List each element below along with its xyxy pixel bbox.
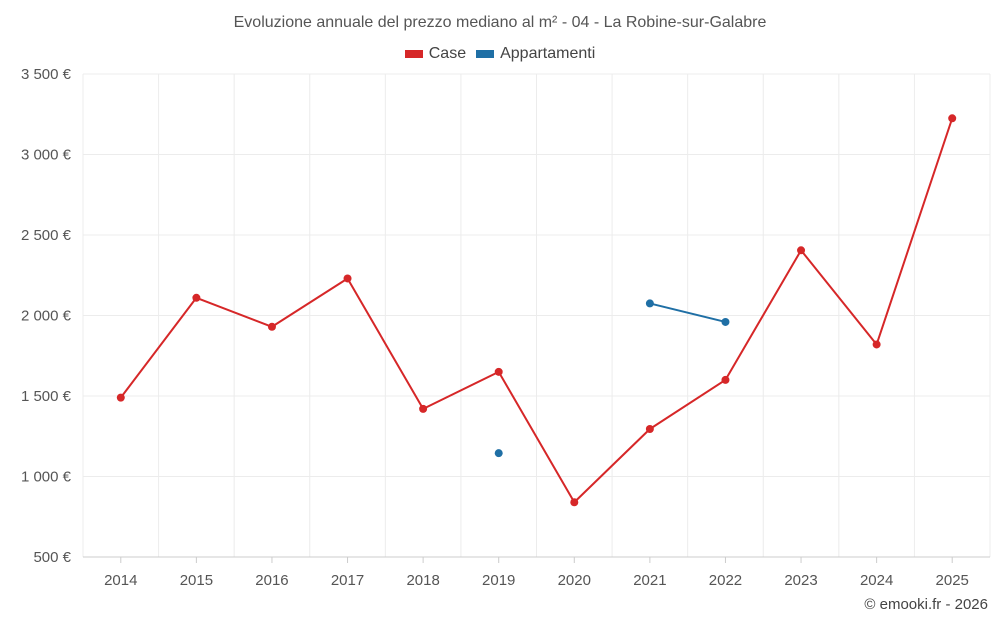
y-tick-label: 2 500 € — [21, 227, 72, 244]
data-point-case[interactable] — [192, 293, 201, 302]
data-point-case[interactable] — [570, 498, 579, 507]
chart-axes: 500 € 1 000 € 1 500 € 2 000 € 2 500 € 3 000 €… — [21, 66, 990, 589]
data-point-case[interactable] — [343, 274, 352, 283]
x-tick-label: 2019 — [482, 572, 515, 589]
x-tick-label: 2021 — [633, 572, 666, 589]
data-point-case[interactable] — [494, 367, 503, 376]
series-line-appartamenti — [649, 302, 726, 323]
x-tick-label: 2015 — [180, 572, 213, 589]
legend-label-appartamenti: Appartamenti — [500, 45, 596, 62]
data-point-case[interactable] — [948, 114, 957, 123]
x-tick-label: 2014 — [104, 572, 137, 589]
y-tick-label: 1 000 € — [21, 469, 72, 486]
series-appartamenti — [494, 299, 730, 458]
y-tick-label: 1 500 € — [21, 388, 72, 405]
chart-series — [116, 114, 957, 507]
data-point-case[interactable] — [797, 246, 806, 255]
series-line-case — [119, 117, 954, 504]
x-tick-label: 2020 — [558, 572, 591, 589]
x-tick-label: 2016 — [255, 572, 288, 589]
data-point-appartamenti[interactable] — [721, 317, 730, 326]
data-point-case[interactable] — [721, 375, 730, 384]
chart-legend: Case Appartamenti — [0, 45, 1000, 63]
x-tick-label: 2018 — [406, 572, 439, 589]
data-point-case[interactable] — [116, 393, 125, 402]
x-tick-label: 2023 — [784, 572, 817, 589]
legend-item-case[interactable]: Case — [404, 45, 467, 63]
credit-text: © emooki.fr - 2026 — [864, 596, 988, 613]
chart-title: Evoluzione annuale del prezzo mediano al… — [233, 14, 767, 31]
data-point-appartamenti[interactable] — [494, 449, 503, 458]
y-tick-label: 3 500 € — [21, 66, 72, 83]
y-tick-label: 500 € — [33, 549, 71, 566]
legend-label-case: Case — [428, 45, 467, 62]
series-case — [116, 114, 957, 507]
chart-grid — [82, 73, 991, 558]
data-point-case[interactable] — [419, 404, 428, 413]
y-tick-label: 2 000 € — [21, 308, 72, 325]
data-point-appartamenti[interactable] — [645, 299, 654, 308]
legend-item-appartamenti[interactable]: Appartamenti — [476, 45, 595, 63]
legend-swatch-appartamenti — [476, 50, 495, 58]
data-point-case[interactable] — [267, 322, 276, 331]
x-tick-label: 2017 — [331, 572, 364, 589]
data-point-case[interactable] — [872, 340, 881, 349]
x-tick-label: 2022 — [709, 572, 742, 589]
y-tick-label: 3 000 € — [21, 147, 72, 164]
legend-swatch-case — [404, 50, 423, 58]
x-tick-label: 2024 — [860, 572, 893, 589]
x-tick-label: 2025 — [936, 572, 969, 589]
data-point-case[interactable] — [645, 425, 654, 434]
